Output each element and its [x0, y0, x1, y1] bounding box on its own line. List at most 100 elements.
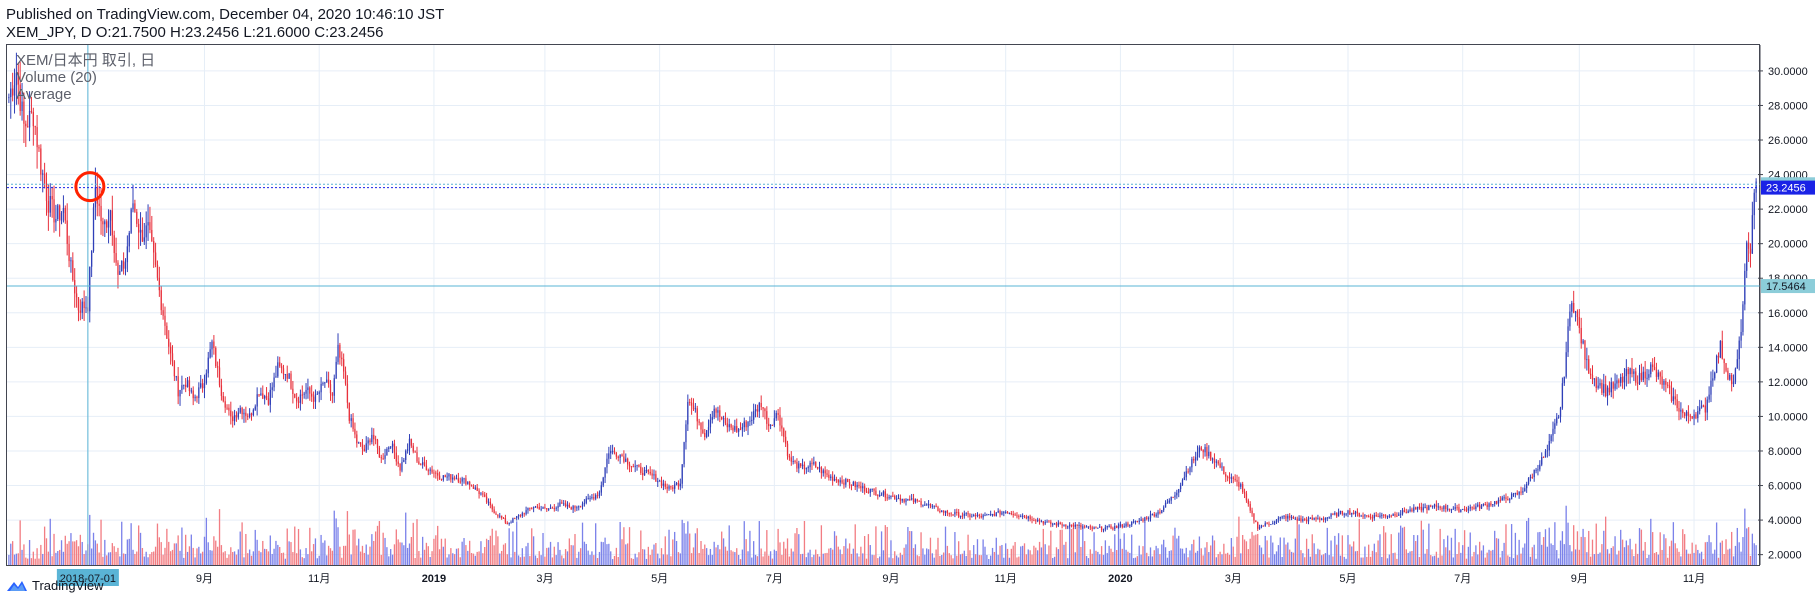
candle-body [446, 476, 448, 478]
volume-bar [969, 550, 971, 565]
volume-bar [92, 532, 95, 565]
candle-body [100, 205, 102, 222]
volume-bar [288, 541, 290, 565]
candle-body [1349, 510, 1351, 515]
candle-body [495, 513, 497, 515]
candle-body [309, 387, 311, 394]
volume-bar [1443, 539, 1445, 565]
volume-bar [993, 551, 996, 565]
volume-bar [1219, 551, 1221, 565]
volume-bar [262, 540, 264, 565]
candle-body [333, 378, 335, 396]
candle-body [1330, 514, 1332, 517]
volume-bar [15, 553, 18, 565]
volume-bar [1270, 535, 1272, 565]
candle-body [578, 506, 580, 508]
candle-body [1110, 525, 1112, 529]
volume-bar [1215, 557, 1217, 565]
candle-body [1238, 481, 1240, 487]
candle-body [1494, 501, 1496, 505]
volume-bar [489, 535, 492, 565]
volume-bar [1082, 526, 1084, 565]
volume-bar [314, 538, 317, 565]
volume-bar [30, 558, 33, 565]
legend-average[interactable]: Average [16, 86, 72, 103]
candle-body [1700, 405, 1703, 408]
volume-bar [497, 536, 499, 565]
candle-body [982, 515, 984, 518]
candle-body [1586, 359, 1588, 361]
volume-bar [783, 541, 785, 565]
candle-body [1020, 516, 1022, 518]
candle-body [1424, 507, 1426, 509]
candle-body [1226, 476, 1229, 478]
candle-body [858, 484, 860, 487]
volume-bar [297, 528, 300, 565]
candle-body [1652, 364, 1654, 368]
volume-bar [909, 531, 911, 565]
volume-bar [997, 554, 999, 565]
volume-bar [986, 554, 988, 565]
volume-bar [587, 550, 589, 565]
volume-bar [1477, 554, 1479, 565]
legend-symbol[interactable]: XEM/日本円 取引, 日 [16, 52, 156, 69]
candle-body [832, 476, 834, 481]
volume-bar [200, 553, 202, 565]
legend-volume[interactable]: Volume (20) [16, 69, 97, 86]
volume-bar [1225, 553, 1227, 565]
volume-bar [822, 553, 824, 565]
volume-bar [149, 554, 151, 565]
y-tick-label: 16.0000 [1768, 308, 1808, 320]
volume-bar [346, 511, 349, 565]
volume-bar [1134, 557, 1137, 565]
candle-body [1115, 526, 1118, 528]
volume-bar [1187, 557, 1189, 565]
candle-body [610, 450, 612, 454]
candle-body [1435, 504, 1438, 508]
volume-bar [1211, 535, 1214, 565]
volume-bar [1401, 527, 1404, 565]
volume-bar [1146, 552, 1148, 565]
candle-body [636, 464, 638, 466]
volume-bar [1253, 535, 1255, 565]
volume-bar [630, 558, 633, 565]
volume-bar [1210, 545, 1212, 565]
candle-body [1345, 513, 1347, 515]
volume-bar [1629, 538, 1631, 565]
candle-body [626, 458, 629, 465]
volume-bar [935, 549, 937, 565]
volume-bar [1747, 527, 1750, 565]
price-label-text: 17.5464 [1766, 281, 1806, 293]
volume-bar [431, 551, 433, 565]
candle-body [66, 220, 68, 244]
candle-body [376, 439, 379, 448]
candle-body [1373, 515, 1375, 519]
candle-body [401, 461, 403, 471]
volume-bar [397, 539, 399, 565]
volume-bar [1505, 524, 1507, 565]
candle-body [465, 478, 467, 485]
volume-bar [1571, 551, 1573, 565]
volume-bar [100, 519, 102, 565]
candle-body [642, 472, 644, 476]
tradingview-footer[interactable]: TradingView [6, 578, 104, 593]
volume-bar [1345, 558, 1347, 565]
candle-body [1732, 381, 1735, 385]
volume-bar [788, 556, 791, 565]
volume-bar [775, 550, 777, 565]
volume-bar [1488, 549, 1490, 565]
candle-body [1213, 458, 1216, 463]
candle-body [1172, 497, 1174, 499]
candle-body [698, 421, 700, 423]
candle-body [786, 443, 789, 456]
candle-body [1582, 340, 1584, 344]
candle-body [1644, 371, 1646, 379]
volume-bar [598, 551, 601, 565]
candle-body [566, 504, 569, 507]
volume-bar [171, 549, 174, 565]
candle-body [1360, 515, 1362, 517]
candle-body [950, 513, 952, 515]
candle-body [1495, 501, 1498, 504]
volume-bar [329, 548, 332, 565]
